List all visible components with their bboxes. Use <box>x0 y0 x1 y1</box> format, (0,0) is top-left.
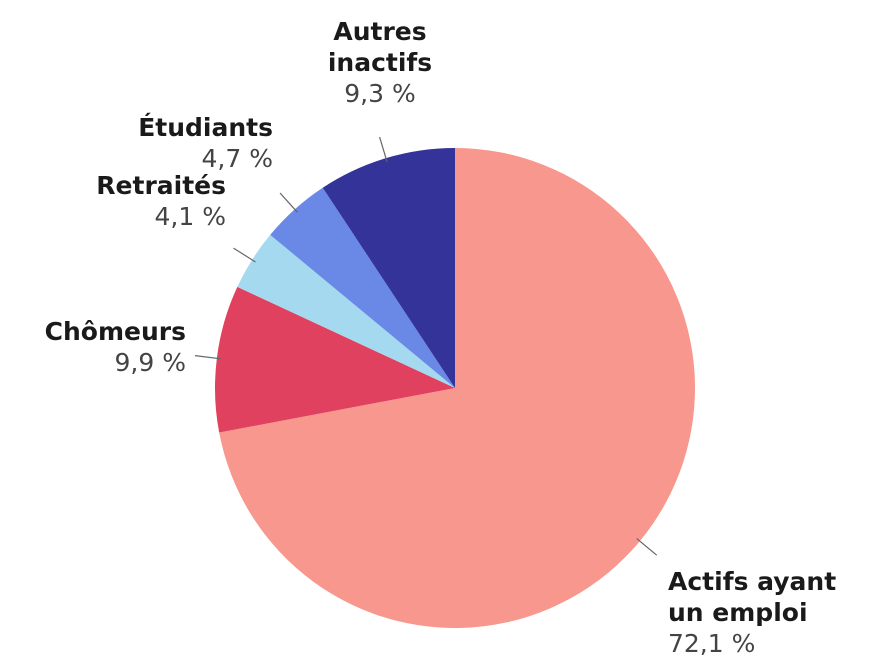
slice-label: Retraités 4,1 % <box>20 170 226 232</box>
leader-line <box>636 538 658 556</box>
slice-label: Chômeurs 9,9 % <box>0 316 186 378</box>
value-label: 9,9 % <box>114 348 186 377</box>
pie-slice <box>219 148 696 628</box>
leader-line <box>279 192 298 213</box>
leader-line <box>233 247 256 263</box>
leader-line <box>194 355 221 360</box>
pie-slice <box>322 148 455 388</box>
leader-line <box>379 136 388 163</box>
category-label: Actifs ayant un emploi <box>668 567 837 627</box>
slice-label: Autres inactifs 9,3 % <box>305 16 455 109</box>
value-label: 4,7 % <box>201 144 273 173</box>
category-label: Étudiants <box>138 113 273 142</box>
category-label: Retraités <box>96 171 226 200</box>
pie-slice <box>270 187 455 388</box>
slice-label: Actifs ayant un emploi 72,1 % <box>668 566 868 659</box>
category-label: Chômeurs <box>44 317 186 346</box>
value-label: 72,1 % <box>668 629 756 658</box>
category-label: Autres inactifs <box>327 17 433 77</box>
value-label: 9,3 % <box>344 79 416 108</box>
value-label: 4,1 % <box>154 202 226 231</box>
pie-slice <box>237 234 455 388</box>
pie-slice <box>215 286 455 433</box>
slice-label: Étudiants 4,7 % <box>60 112 273 174</box>
